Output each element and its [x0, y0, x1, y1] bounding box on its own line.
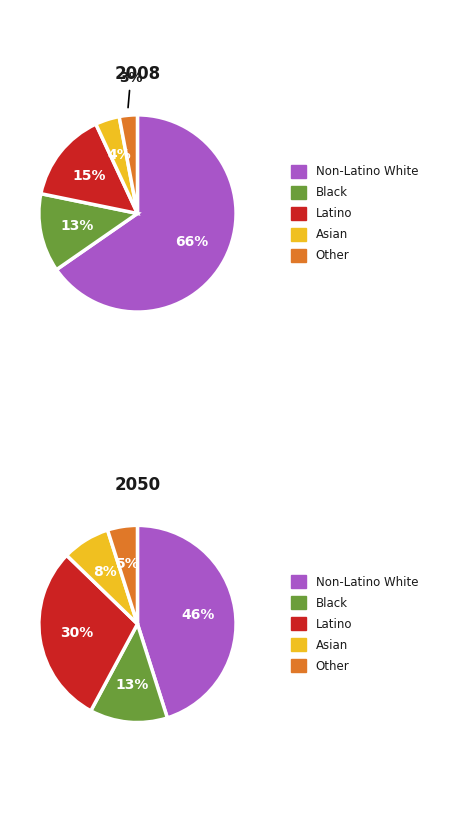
Wedge shape: [108, 525, 137, 624]
Legend: Non-Latino White, Black, Latino, Asian, Other: Non-Latino White, Black, Latino, Asian, …: [286, 160, 423, 267]
Text: 30%: 30%: [60, 626, 94, 640]
Wedge shape: [41, 124, 137, 213]
Text: 3%: 3%: [119, 71, 143, 108]
Text: 13%: 13%: [115, 678, 148, 692]
Text: 15%: 15%: [73, 168, 106, 182]
Wedge shape: [91, 624, 167, 722]
Text: 66%: 66%: [175, 235, 208, 249]
Wedge shape: [67, 530, 137, 624]
Wedge shape: [39, 194, 137, 269]
Text: 4%: 4%: [107, 149, 131, 163]
Text: 8%: 8%: [93, 565, 117, 579]
Wedge shape: [56, 115, 236, 312]
Text: 46%: 46%: [181, 608, 215, 621]
Wedge shape: [119, 115, 137, 213]
Title: 2050: 2050: [114, 475, 161, 493]
Wedge shape: [137, 525, 236, 718]
Text: 13%: 13%: [61, 218, 94, 232]
Text: 5%: 5%: [116, 557, 140, 571]
Legend: Non-Latino White, Black, Latino, Asian, Other: Non-Latino White, Black, Latino, Asian, …: [286, 571, 423, 677]
Wedge shape: [96, 117, 137, 213]
Wedge shape: [39, 555, 137, 711]
Title: 2008: 2008: [114, 65, 161, 83]
